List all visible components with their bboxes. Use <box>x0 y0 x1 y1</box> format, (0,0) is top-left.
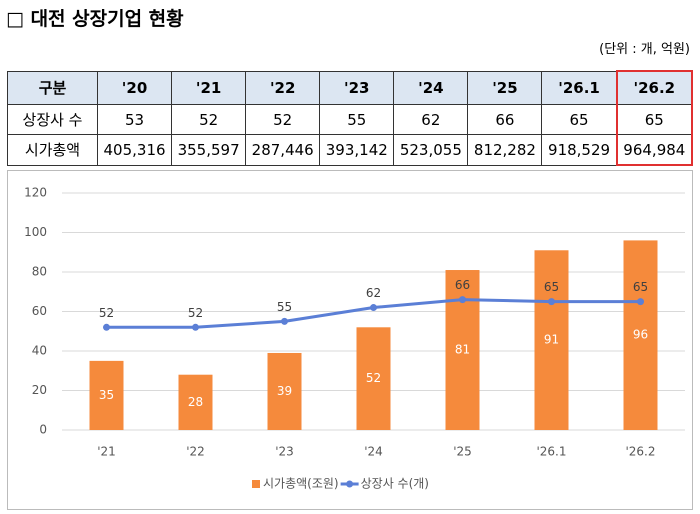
data-label: 81 <box>455 343 470 357</box>
x-tick-label: '22 <box>186 445 205 459</box>
x-tick-label: '21 <box>97 445 116 459</box>
title: □ 대전 상장기업 현황 <box>6 8 184 30</box>
data-label: 28 <box>188 395 203 409</box>
x-tick-label: '26.2 <box>625 445 655 459</box>
data-label: 91 <box>544 333 559 347</box>
data-label: 65 <box>633 280 648 294</box>
line-point <box>548 298 555 306</box>
table-row: 시가총액 405,316 355,597 287,446 393,142 523,055 8… <box>7 134 694 166</box>
line-point <box>281 317 288 325</box>
table-cell: 812,282 <box>467 134 543 166</box>
data-table: 구분 '20'21'22'23'24'25'26.1'26.2 상장사 수 53 52 5… <box>7 70 694 166</box>
data-label: 62 <box>366 286 381 300</box>
data-label: 96 <box>633 328 648 342</box>
table-cell: 65 <box>615 104 694 135</box>
line-point <box>637 298 644 306</box>
bar <box>89 360 124 430</box>
legend-swatch <box>252 480 260 488</box>
table-cell: '26.2 <box>615 70 694 105</box>
data-label: 65 <box>544 280 559 294</box>
line-point <box>459 296 466 304</box>
data-label: 52 <box>188 306 203 320</box>
table-cell: 52 <box>171 104 247 135</box>
table-cell: '22 <box>245 70 321 105</box>
bar <box>356 327 391 430</box>
line-point <box>192 323 199 331</box>
chart-frame <box>7 170 693 510</box>
y-tick-label: 0 <box>39 423 47 437</box>
data-label: 39 <box>277 384 292 398</box>
x-tick-label: '26.1 <box>536 445 566 459</box>
data-label: 55 <box>277 300 292 314</box>
table-cell: '24 <box>393 70 469 105</box>
table-cell: '25 <box>467 70 543 105</box>
y-tick-label: 100 <box>24 225 47 239</box>
table-cell: 55 <box>319 104 395 135</box>
legend-label: 시가총액(조원) <box>263 477 339 491</box>
y-tick-label: 20 <box>32 383 47 397</box>
x-tick-label: '23 <box>275 445 294 459</box>
table-cell: 구분 <box>7 70 98 105</box>
x-tick-label: '24 <box>364 445 383 459</box>
table-row: 상장사 수 53 52 52 55 62 66 65 65 <box>7 104 694 135</box>
table-cell: 52 <box>245 104 321 135</box>
table-cell: '23 <box>319 70 395 105</box>
y-tick-label: 80 <box>32 265 47 279</box>
y-tick-label: 40 <box>32 344 47 358</box>
bar <box>534 250 569 430</box>
unit-note: (단위 : 개, 억원) <box>599 42 690 57</box>
line-point <box>370 304 377 312</box>
bar <box>623 240 658 430</box>
table-row: 구분 '20'21'22'23'24'25'26.1'26.2 <box>7 70 694 105</box>
table-cell: 66 <box>467 104 543 135</box>
line-point <box>103 323 110 331</box>
y-tick-label: 60 <box>32 304 47 318</box>
x-tick-label: '25 <box>453 445 472 459</box>
legend-label: 상장사 수(개) <box>361 477 429 491</box>
data-label: 35 <box>99 388 114 402</box>
bar <box>267 352 302 430</box>
legend-swatch <box>346 480 354 488</box>
data-label: 52 <box>99 306 114 320</box>
table-cell: 523,055 <box>393 134 469 166</box>
table-cell: '21 <box>171 70 247 105</box>
chart: 0 20 40 60 80 100 120 '21 '22 '23 '24 '25 '26.1 '26.2… <box>7 170 693 510</box>
table-cell: 53 <box>96 104 173 135</box>
table-cell: '26.1 <box>541 70 618 105</box>
table-cell: 상장사 수 <box>7 104 98 135</box>
y-tick-label: 120 <box>24 186 47 200</box>
table-cell: 918,529 <box>541 134 618 166</box>
table-cell: 964,984 <box>615 134 694 166</box>
table-cell: 287,446 <box>245 134 321 166</box>
table-cell: 시가총액 <box>7 134 98 166</box>
table-cell: 393,142 <box>319 134 395 166</box>
table-cell: '20 <box>96 70 173 105</box>
table-cell: 405,316 <box>96 134 173 166</box>
table-cell: 65 <box>541 104 618 135</box>
table-cell: 62 <box>393 104 469 135</box>
data-label: 66 <box>455 278 470 292</box>
bar <box>178 374 213 430</box>
data-label: 52 <box>366 371 381 385</box>
table-cell: 355,597 <box>171 134 247 166</box>
